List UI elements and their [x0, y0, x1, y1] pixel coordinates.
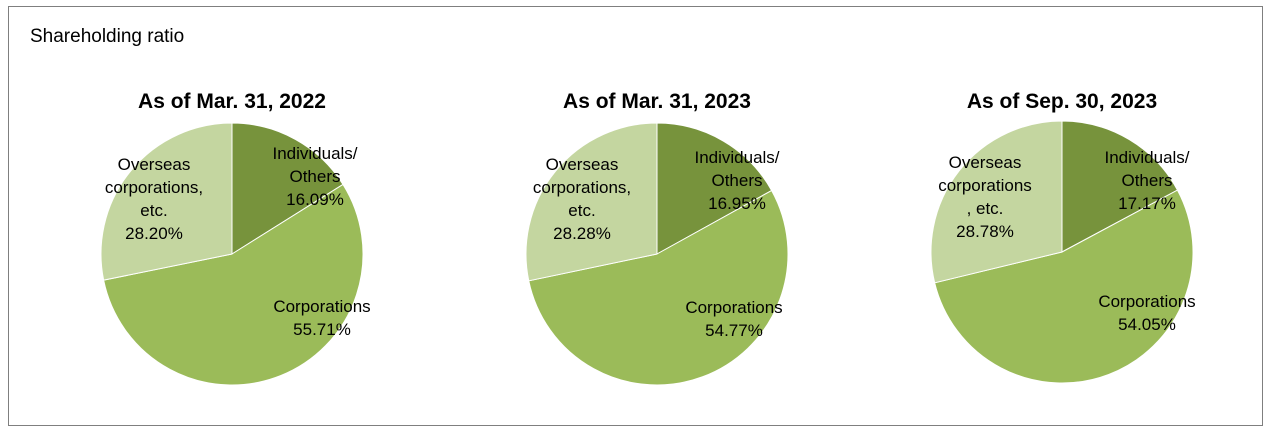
slice-overseas-corporations: [525, 122, 658, 282]
pie-chart-3: As of Sep. 30, 2023 Individuals/Others 17.…: [930, 90, 1196, 384]
panel-title: Shareholding ratio: [30, 26, 185, 47]
slice-overseas-corporations: [100, 122, 233, 281]
slice-corporations: [528, 189, 789, 386]
chart-title: As of Sep. 30, 2023: [967, 90, 1157, 113]
chart-title: As of Mar. 31, 2022: [138, 90, 326, 113]
slice-individuals-others: [231, 122, 344, 255]
slice-corporations: [103, 183, 364, 386]
label-individuals-others: Individuals/Others 17.17%: [1104, 148, 1189, 213]
label-individuals-others: Individuals/Others 16.95%: [694, 148, 779, 213]
label-corporations: Corporations 54.05%: [1098, 292, 1195, 334]
label-individuals-others: Individuals/Others 16.09%: [272, 144, 357, 209]
pie-chart-1: As of Mar. 31, 2022 Individuals/Others 16.…: [100, 90, 371, 386]
slice-individuals-others: [656, 122, 773, 255]
label-overseas-corporations: Overseas corporations, etc. 28.78%: [938, 153, 1032, 241]
label-corporations: Corporations 55.71%: [273, 297, 370, 339]
chart-title: As of Mar. 31, 2023: [563, 90, 751, 113]
label-overseas-corporations: Overseas corporations, etc. 28.28%: [533, 155, 631, 243]
label-corporations: Corporations 54.77%: [685, 298, 782, 340]
label-overseas-corporations: Overseas corporations, etc. 28.20%: [105, 155, 203, 243]
slice-corporations: [934, 189, 1194, 384]
slice-overseas-corporations: [930, 120, 1063, 284]
slice-individuals-others: [1061, 120, 1179, 253]
pie-chart-2: As of Mar. 31, 2023 Individuals/Others 16.…: [525, 90, 789, 386]
